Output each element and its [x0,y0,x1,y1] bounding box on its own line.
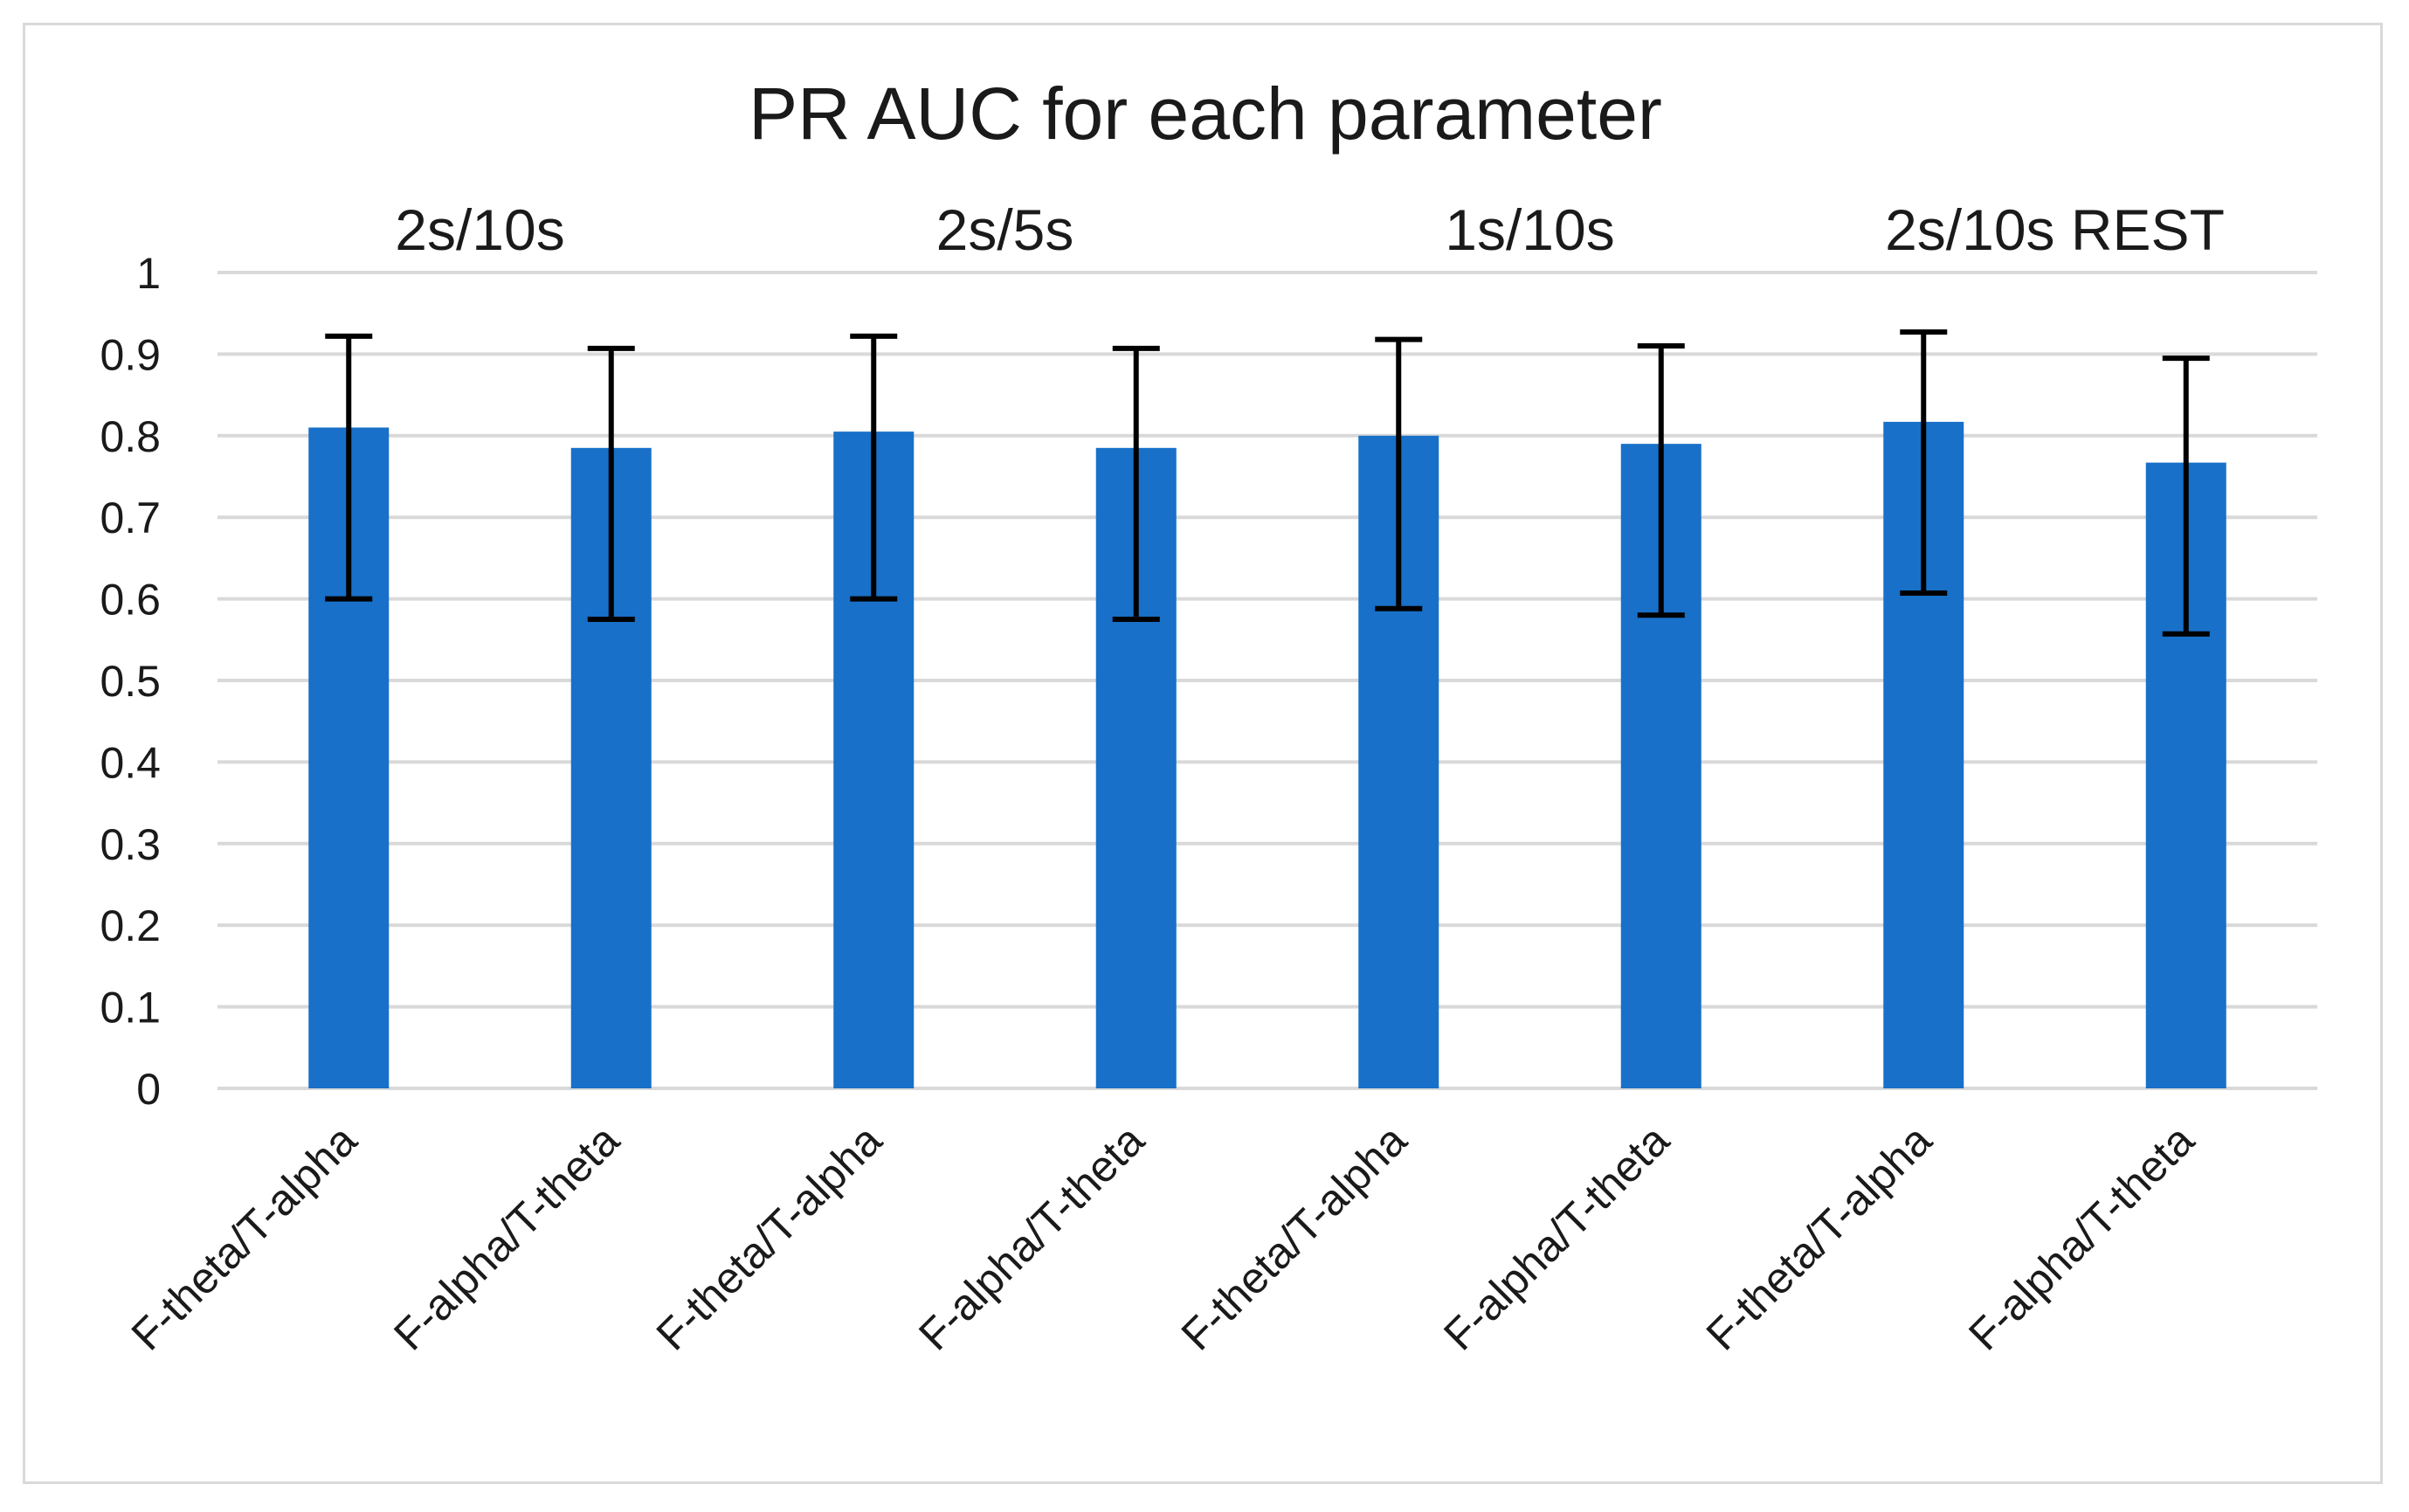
x-category-label: F-theta/T-alpha [647,1115,891,1359]
group-label: 2s/5s [936,197,1074,262]
x-category-label: F-theta/T-alpha [122,1115,366,1359]
x-category-label: F-alpha/T-theta [909,1115,1153,1359]
error-bar [2162,356,2210,637]
chart-title: PR AUC for each parameter [749,72,1662,155]
y-tick-label: 0.4 [100,738,161,787]
error-bar [1112,345,1160,622]
x-category-label: F-alpha/T-theta [384,1115,628,1359]
group-label: 2s/10s REST [1885,197,2225,262]
y-tick-label: 0.6 [100,576,161,625]
x-category-label: F-theta/T-alpha [1172,1115,1416,1359]
error-bar [1900,329,1948,597]
error-bar [1637,343,1685,618]
x-category-label: F-theta/T-alpha [1697,1115,1941,1359]
group-label: 1s/10s [1445,197,1614,262]
y-tick-label: 0.2 [100,901,161,950]
y-tick-label: 0.5 [100,657,161,706]
x-category-label: F-alpha/T-theta [1434,1115,1678,1359]
y-tick-label: 0.3 [100,820,161,869]
y-tick-label: 0 [136,1065,161,1114]
y-tick-label: 1 [136,249,161,298]
y-tick-label: 0.7 [100,494,161,542]
y-tick-label: 0.8 [100,412,161,461]
y-tick-label: 0.1 [100,984,161,1032]
error-bar [850,333,898,602]
x-category-label: F-alpha/T-theta [1959,1115,2203,1359]
bar-chart: PR AUC for each parameter 2s/10s 2s/5s 1s/… [100,72,2317,1360]
chart-frame: PR AUC for each parameter 2s/10s 2s/5s 1s/… [23,23,2383,1484]
error-bar [1375,336,1423,611]
error-bar [587,345,635,622]
group-label: 2s/10s [395,197,564,262]
error-bar [325,333,373,602]
y-tick-label: 0.9 [100,330,161,379]
